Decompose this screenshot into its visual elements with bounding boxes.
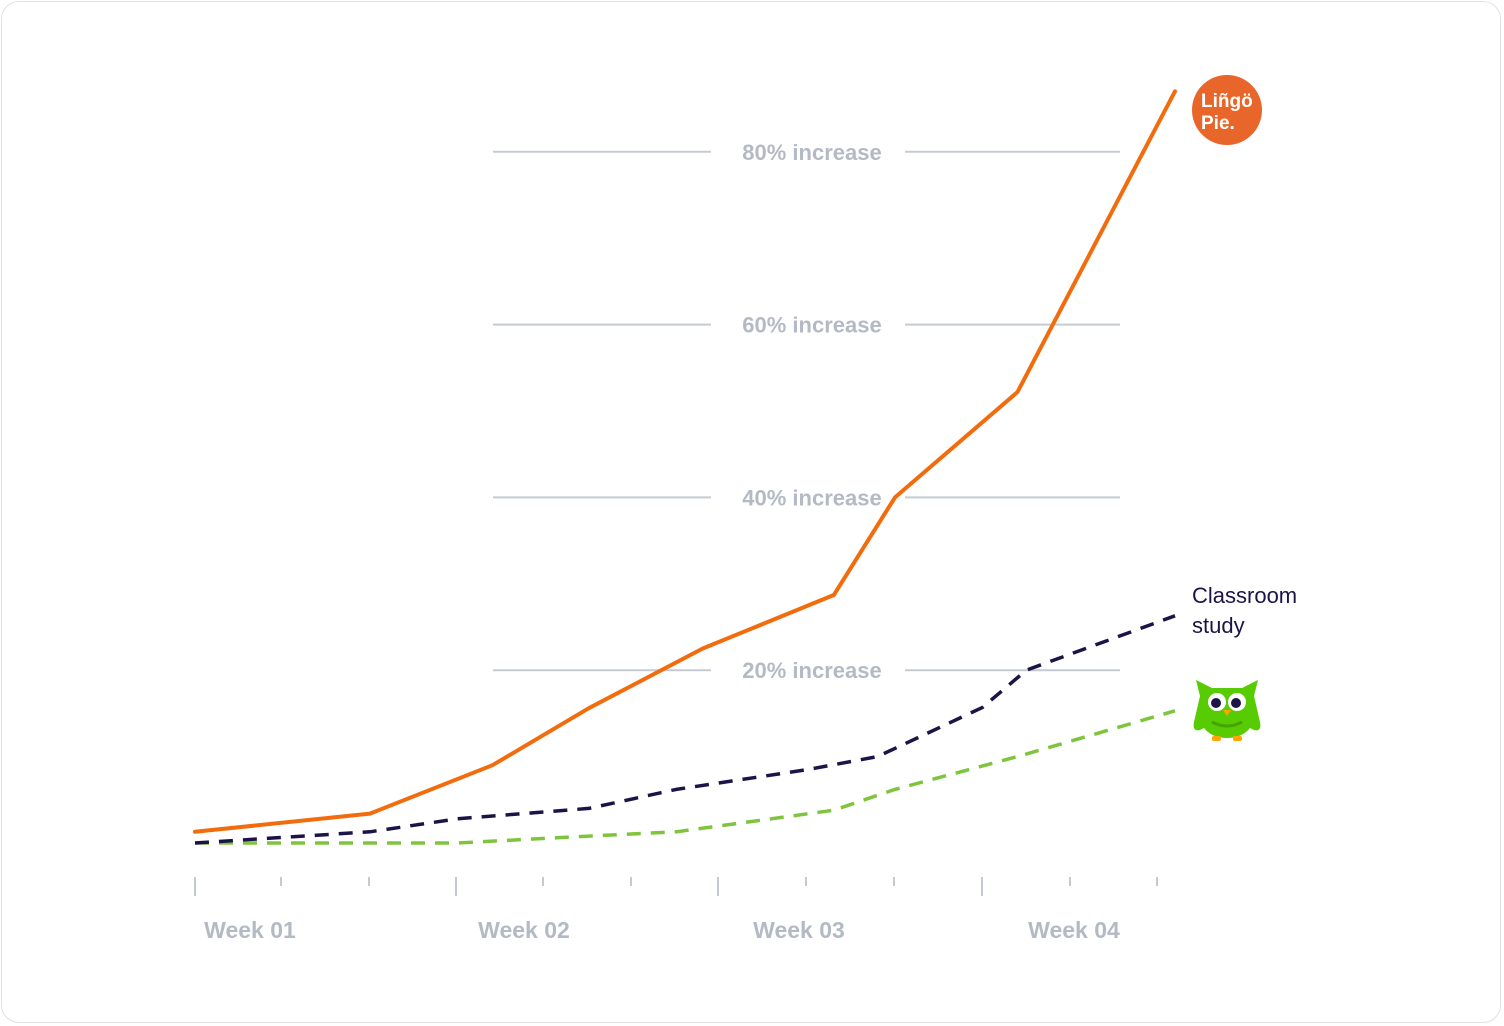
logo-circle [1192, 75, 1262, 145]
classroom-series-label-line2: study [1192, 613, 1245, 638]
logo-text-line2: Pie. [1201, 113, 1235, 134]
series-lines [193, 89, 1177, 845]
x-axis-ticks [194, 877, 1158, 896]
y-tick-label: 20% increase [742, 658, 881, 683]
y-tick-label: 60% increase [742, 313, 881, 338]
gridlines: 20% increase 40% increase 60% increase 80% … [493, 140, 1120, 683]
series-line-classroom-study [194, 614, 1176, 845]
y-tick-label: 80% increase [742, 140, 881, 165]
lingo-pie-logo: Liñgö Pie. [1192, 75, 1262, 145]
y-tick-label: 40% increase [742, 485, 881, 510]
owl-mascot-icon [1193, 680, 1261, 741]
series-line-duolingo [195, 709, 1176, 845]
logo-text-line1: Liñgö [1201, 91, 1253, 112]
x-tick-label: Week 03 [753, 917, 845, 943]
classroom-series-label-line1: Classroom [1192, 583, 1297, 608]
x-tick-label: Week 02 [478, 917, 570, 943]
x-axis-labels: Week 01 Week 02 Week 03 Week 04 [204, 917, 1120, 943]
x-tick-label: Week 01 [204, 917, 296, 943]
series-line-lingo-pie [193, 89, 1177, 834]
x-tick-label: Week 04 [1028, 917, 1120, 943]
